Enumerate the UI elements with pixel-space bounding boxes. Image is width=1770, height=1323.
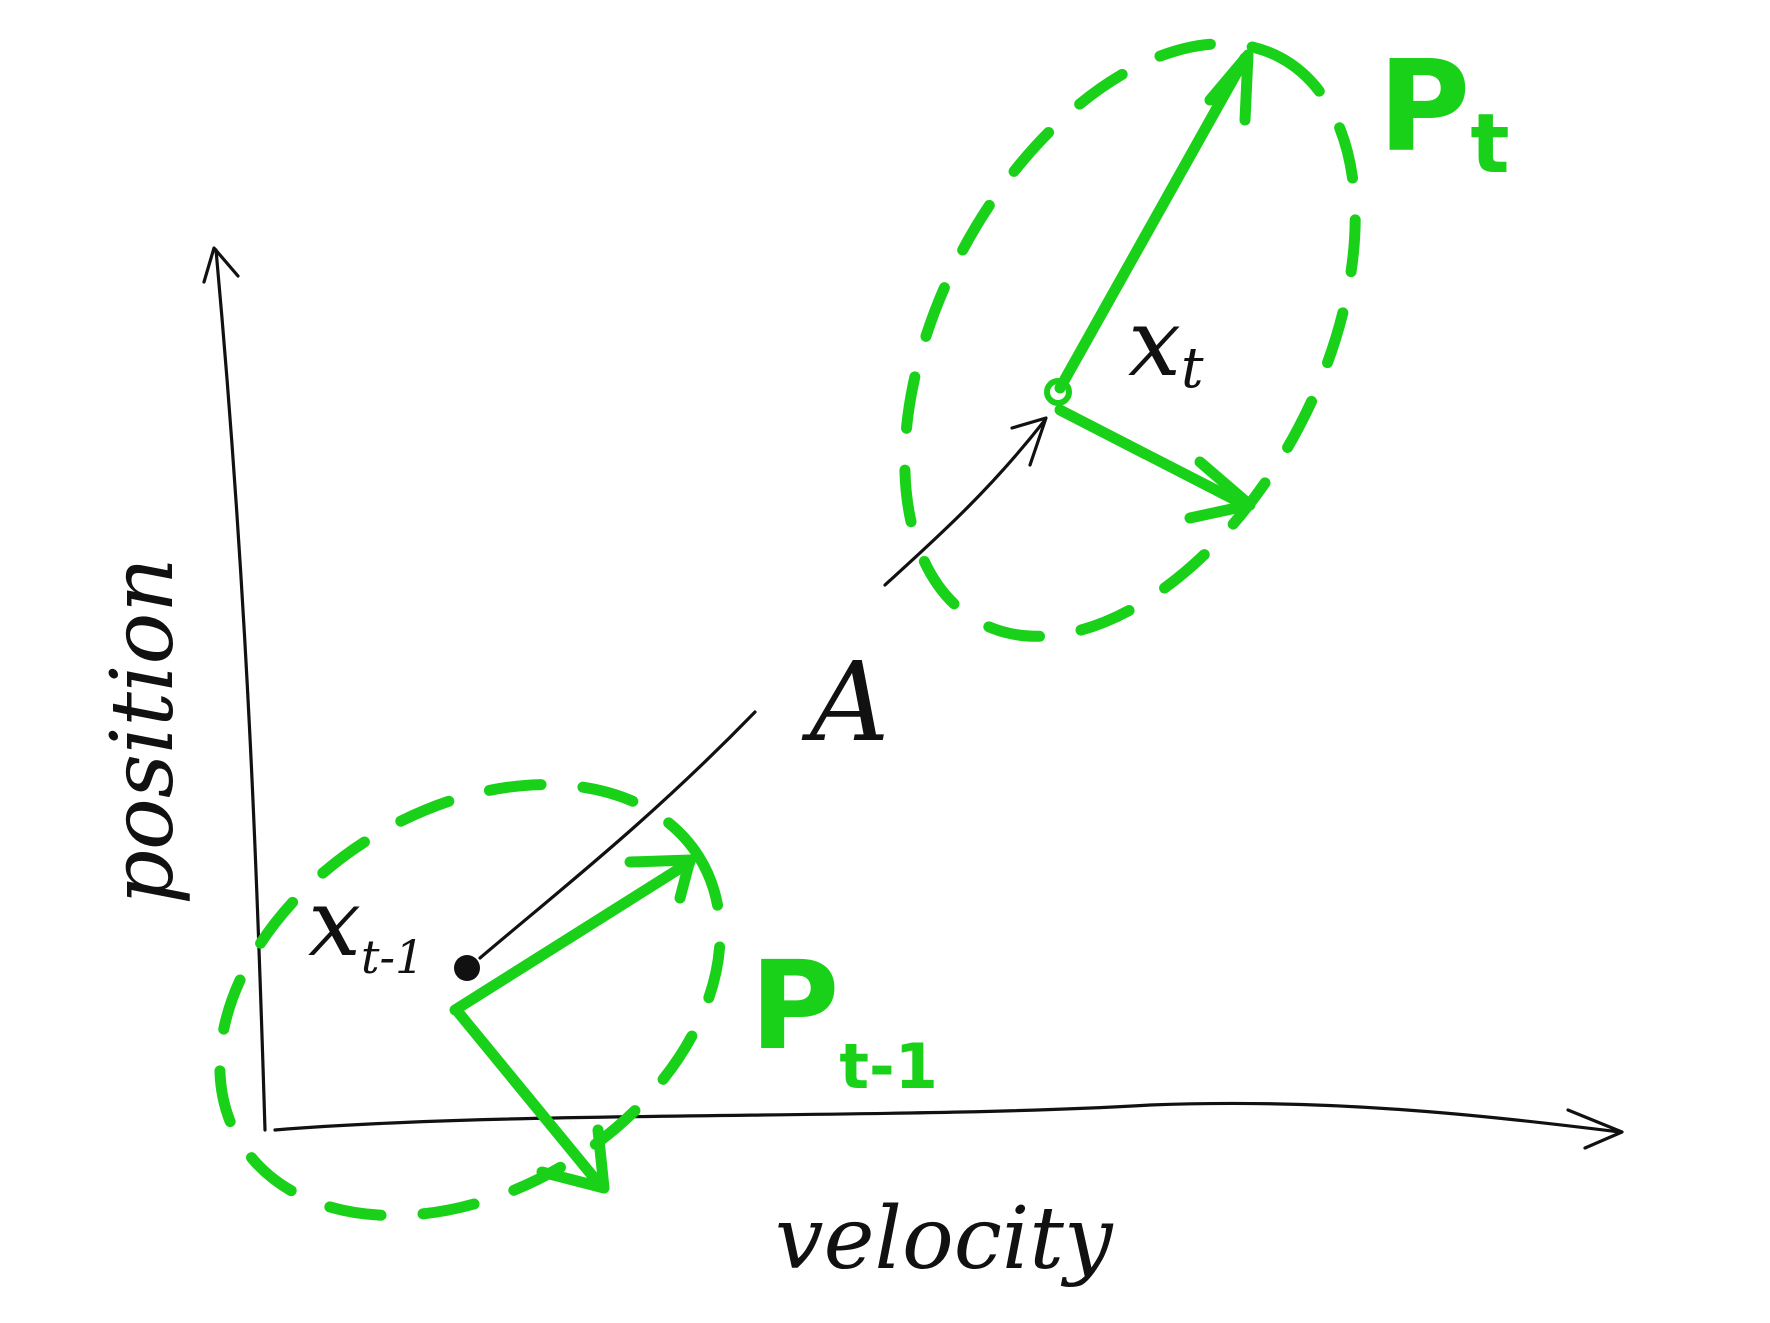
transition-line-upper bbox=[883, 418, 1047, 587]
transition-label: A bbox=[801, 638, 889, 766]
covariance-symbol-current: P bbox=[1378, 33, 1470, 180]
x-axis-label: velocity bbox=[775, 1189, 1114, 1289]
state-symbol-current: x bbox=[1128, 289, 1181, 398]
transition-arrowhead bbox=[1010, 416, 1048, 467]
x-axis bbox=[273, 1101, 1622, 1134]
state-label-previous: xt-1 bbox=[308, 869, 424, 984]
y-axis-arrowhead bbox=[202, 246, 240, 284]
covariance-axis-current-minor bbox=[1054, 404, 1251, 511]
state-label-current: xt bbox=[1128, 289, 1204, 401]
transition-line-lower bbox=[478, 710, 757, 960]
covariance-subscript-current: t bbox=[1470, 97, 1509, 192]
covariance-arrowhead-current-major bbox=[1204, 49, 1254, 126]
covariance-arrowhead-previous-minor bbox=[536, 1124, 610, 1194]
x-axis-arrowhead bbox=[1566, 1108, 1624, 1150]
state-subscript-current: t bbox=[1181, 336, 1204, 401]
covariance-ellipse-previous bbox=[214, 779, 726, 1221]
covariance-axis-previous-minor bbox=[452, 1006, 606, 1191]
covariance-label-previous: Pt-1 bbox=[750, 935, 938, 1103]
covariance-label-current: Pt bbox=[1378, 33, 1510, 192]
state-symbol-previous: x bbox=[308, 869, 361, 978]
covariance-arrowhead-current-minor bbox=[1184, 456, 1256, 524]
state-point-current bbox=[1044, 378, 1072, 406]
covariance-axis-current-major bbox=[1054, 52, 1251, 394]
covariance-axis-previous-major bbox=[449, 856, 696, 1016]
covariance-arrowhead-previous-major bbox=[624, 854, 696, 904]
state-point-previous bbox=[454, 955, 480, 981]
covariance-ellipse-current bbox=[899, 38, 1361, 642]
y-axis-label: position bbox=[93, 557, 193, 905]
state-subscript-previous: t-1 bbox=[361, 930, 424, 984]
y-axis bbox=[214, 248, 267, 1132]
covariance-symbol-previous: P bbox=[750, 935, 839, 1077]
covariance-subscript-previous: t-1 bbox=[839, 1030, 938, 1103]
